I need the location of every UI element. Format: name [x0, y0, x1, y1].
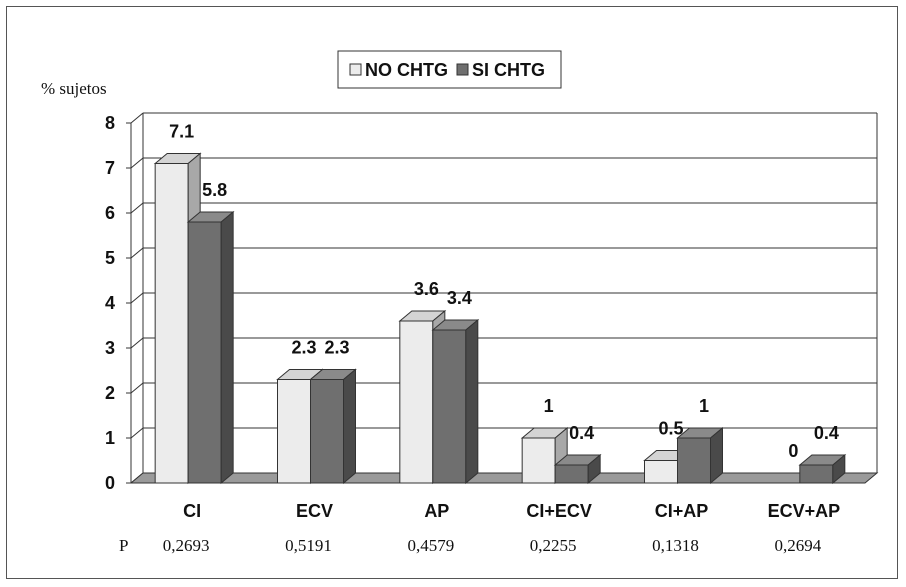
bar-si-chtg: [553, 453, 602, 485]
y-tick-label: 7: [105, 158, 115, 178]
bar-si-chtg: [186, 210, 235, 485]
p-value: 0,1318: [652, 536, 699, 555]
bar-front: [187, 221, 222, 484]
y-tick-label: 0: [105, 473, 115, 493]
y-tick-label: 2: [105, 383, 115, 403]
bar-front: [644, 460, 678, 484]
gridline-depth: [130, 247, 144, 259]
bar-front: [432, 329, 467, 484]
p-value: 0,2693: [163, 536, 210, 555]
p-value: 0,4579: [407, 536, 454, 555]
legend-label: NO CHTG: [365, 60, 448, 80]
x-tick-label: CI+ECV: [526, 501, 592, 521]
gridline-depth: [130, 202, 144, 214]
bar-front: [399, 320, 434, 484]
bar-si-chtg: [798, 453, 847, 485]
y-tick-label: 3: [105, 338, 115, 358]
y-tick-label: 5: [105, 248, 115, 268]
p-value: 0,2694: [774, 536, 821, 555]
gridline-depth: [130, 292, 144, 304]
bar-front: [799, 464, 834, 484]
data-label: 1: [544, 396, 554, 416]
chart-floor: [129, 472, 879, 484]
gridline-depth: [130, 427, 144, 439]
legend: NO CHTG SI CHTG: [337, 50, 562, 89]
y-tick-label: 4: [105, 293, 115, 313]
bar-side: [465, 318, 479, 485]
x-tick-label: AP: [424, 501, 449, 521]
plot-area: 0 1 2 3 4 5 6 7 8 7.1 5.8 CI 2.3 2.3 ECV 3.6 3.4 AP 1 0.4 CI…: [105, 112, 879, 521]
gridline-depth: [130, 382, 144, 394]
data-label: 0.5: [658, 419, 683, 439]
legend-box: [337, 50, 562, 89]
gridline-depth: [130, 337, 144, 349]
bar-front: [277, 379, 311, 484]
bar-front: [554, 464, 589, 484]
bar-side: [832, 453, 846, 485]
x-tick-label: CI: [183, 501, 201, 521]
y-tick-label: 6: [105, 203, 115, 223]
bar-si-chtg: [309, 368, 357, 485]
p-value: 0,2255: [530, 536, 577, 555]
data-label: 5.8: [202, 180, 227, 200]
gridline-depth: [130, 112, 144, 124]
gridline-depth: [130, 157, 144, 169]
legend-swatch: [349, 63, 362, 76]
bar-front: [521, 437, 556, 484]
p-value: 0,5191: [285, 536, 332, 555]
bar-side: [587, 453, 601, 485]
legend-label: SI CHTG: [472, 60, 545, 80]
legend-swatch: [456, 63, 469, 76]
bar-si-chtg: [431, 318, 480, 485]
bar-front: [154, 163, 189, 484]
x-tick-label: CI+AP: [655, 501, 709, 521]
bar-side: [710, 426, 723, 485]
data-label: 0.4: [814, 423, 839, 443]
chart-frame: % sujetos NO CHTG SI CHTG 0 1 2 3 4 5 6 7 8 7.1 5.8…: [6, 6, 898, 579]
p-row-label: P: [119, 536, 128, 555]
bar-si-chtg: [676, 426, 724, 485]
y-tick-label: 1: [105, 428, 115, 448]
bar-front: [310, 379, 344, 484]
data-label: 7.1: [169, 122, 194, 142]
data-label: 0.4: [569, 423, 594, 443]
y-tick-label: 8: [105, 113, 115, 133]
data-label: 1: [699, 396, 709, 416]
y-axis-title: % sujetos: [41, 79, 107, 98]
data-label: 3.6: [414, 279, 439, 299]
bar-side: [343, 368, 356, 485]
bar-front: [677, 437, 711, 484]
data-label: 0: [788, 441, 798, 461]
data-label: 2.3: [324, 338, 349, 358]
p-value-row: P 0,2693 0,5191 0,4579 0,2255 0,1318 0,2694: [119, 536, 822, 555]
x-tick-label: ECV+AP: [768, 501, 841, 521]
data-label: 2.3: [291, 338, 316, 358]
bar-chart: % sujetos NO CHTG SI CHTG 0 1 2 3 4 5 6 7 8 7.1 5.8…: [41, 50, 879, 555]
data-label: 3.4: [447, 288, 472, 308]
x-tick-label: ECV: [296, 501, 333, 521]
bar-side: [220, 210, 234, 485]
